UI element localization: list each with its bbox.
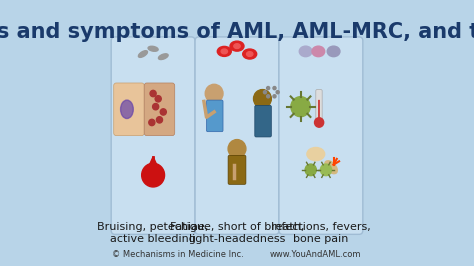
Ellipse shape xyxy=(299,46,312,57)
Circle shape xyxy=(291,97,310,117)
Circle shape xyxy=(320,164,331,176)
Text: Signs and symptoms of AML, AML-MRC, and tAML: Signs and symptoms of AML, AML-MRC, and … xyxy=(0,22,474,43)
Ellipse shape xyxy=(158,54,168,60)
Circle shape xyxy=(273,86,276,90)
FancyBboxPatch shape xyxy=(316,90,322,124)
Text: Bruising, petechiae,
active bleeding: Bruising, petechiae, active bleeding xyxy=(98,222,209,244)
Ellipse shape xyxy=(138,51,147,57)
Circle shape xyxy=(160,109,166,115)
Text: Infections, fevers,
bone pain: Infections, fevers, bone pain xyxy=(271,222,371,244)
Ellipse shape xyxy=(230,41,244,51)
Circle shape xyxy=(155,95,161,102)
FancyBboxPatch shape xyxy=(144,83,175,136)
FancyBboxPatch shape xyxy=(195,37,279,234)
Ellipse shape xyxy=(217,46,231,56)
Ellipse shape xyxy=(312,46,325,57)
FancyBboxPatch shape xyxy=(207,100,223,132)
Ellipse shape xyxy=(307,147,325,161)
Ellipse shape xyxy=(327,46,340,57)
Circle shape xyxy=(315,118,324,127)
Circle shape xyxy=(153,103,159,110)
Ellipse shape xyxy=(325,161,337,174)
Circle shape xyxy=(276,91,279,94)
Ellipse shape xyxy=(234,44,240,48)
Circle shape xyxy=(149,119,155,126)
Text: www.YouAndAML.com: www.YouAndAML.com xyxy=(270,250,362,259)
Circle shape xyxy=(228,140,246,158)
Ellipse shape xyxy=(221,49,228,54)
Circle shape xyxy=(205,84,223,103)
Circle shape xyxy=(266,86,270,90)
Circle shape xyxy=(273,95,276,98)
Circle shape xyxy=(254,90,271,108)
Circle shape xyxy=(156,117,163,123)
FancyBboxPatch shape xyxy=(318,100,320,121)
Text: © Mechanisms in Medicine Inc.: © Mechanisms in Medicine Inc. xyxy=(112,250,244,259)
FancyBboxPatch shape xyxy=(255,105,271,137)
FancyBboxPatch shape xyxy=(279,37,363,234)
Circle shape xyxy=(264,91,266,94)
Ellipse shape xyxy=(243,49,257,59)
Ellipse shape xyxy=(148,46,158,51)
Circle shape xyxy=(150,90,156,97)
Circle shape xyxy=(305,164,316,176)
FancyBboxPatch shape xyxy=(111,37,195,234)
Circle shape xyxy=(142,163,164,187)
Circle shape xyxy=(266,95,270,98)
Text: Fatigue, short of breath,
light-headedness: Fatigue, short of breath, light-headedne… xyxy=(170,222,304,244)
Polygon shape xyxy=(146,157,160,172)
FancyBboxPatch shape xyxy=(228,155,246,184)
Ellipse shape xyxy=(246,52,253,56)
FancyBboxPatch shape xyxy=(114,83,144,136)
Ellipse shape xyxy=(120,100,133,119)
